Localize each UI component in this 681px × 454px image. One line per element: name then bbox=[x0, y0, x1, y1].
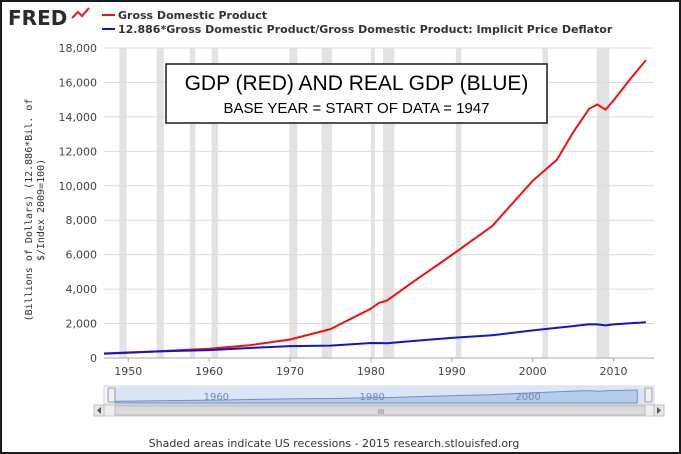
navigator-left-handle[interactable] bbox=[107, 387, 116, 403]
recession-band bbox=[455, 48, 462, 358]
y-tick-label: 8,000 bbox=[66, 214, 98, 227]
x-tick-label: 2010 bbox=[600, 365, 628, 378]
chevron-right-icon bbox=[657, 407, 661, 414]
recession-bands bbox=[119, 48, 610, 358]
annotation-box: GDP (RED) AND REAL GDP (BLUE) BASE YEAR … bbox=[165, 63, 548, 124]
x-tick-label: 1970 bbox=[276, 365, 304, 378]
navigator-label: 1960 bbox=[204, 392, 229, 403]
recession-band bbox=[383, 48, 395, 358]
annotation-title: GDP (RED) AND REAL GDP (BLUE) bbox=[185, 72, 529, 95]
recession-band bbox=[289, 48, 298, 358]
y-tick-label: 10,000 bbox=[59, 180, 98, 193]
y-tick-labels: 0 2,000 4,000 6,000 8,000 10,000 12,000 14,000 1… bbox=[59, 42, 98, 365]
x-tick-label: 1950 bbox=[114, 365, 142, 378]
y-tick-label: 16,000 bbox=[59, 76, 98, 89]
footer-note: Shaded areas indicate US recessions - 20… bbox=[149, 437, 520, 450]
navigator-scrollbar-thumb[interactable] bbox=[114, 405, 646, 416]
y-axis-label-line-1: (Billions of Dollars) (12.886*Bil. of bbox=[24, 99, 35, 322]
range-navigator[interactable]: 1960 1980 2000 III bbox=[93, 385, 665, 417]
annotation-frame bbox=[165, 63, 548, 124]
recession-band bbox=[596, 48, 610, 358]
y-tick-label: 4,000 bbox=[66, 283, 98, 296]
recession-band bbox=[211, 48, 219, 358]
navigator-right-handle[interactable] bbox=[644, 387, 653, 403]
series-lines bbox=[103, 59, 647, 355]
y-tick-label: 2,000 bbox=[66, 318, 98, 331]
navigator-scrollbar-grip: III bbox=[378, 408, 384, 416]
fred-logo-chart-icon bbox=[71, 7, 90, 19]
x-tick-label: 2000 bbox=[519, 365, 547, 378]
legend-label-gdp: Gross Domestic Product bbox=[118, 9, 267, 22]
recession-band bbox=[370, 48, 375, 358]
navigator-labels: 1960 1980 2000 bbox=[204, 392, 541, 403]
x-tick-label: 1960 bbox=[195, 365, 223, 378]
recession-band bbox=[321, 48, 333, 358]
legend-label-real-gdp: 12.886*Gross Domestic Product/Gross Dome… bbox=[118, 23, 613, 36]
y-tick-label: 6,000 bbox=[66, 249, 98, 262]
y-axis-label: (Billions of Dollars) (12.886*Bil. of $/… bbox=[24, 99, 47, 322]
legend: Gross Domestic Product 12.886*Gross Dome… bbox=[102, 9, 613, 36]
x-tick-label: 1990 bbox=[438, 365, 466, 378]
y-axis-label-line-2: $/Index 2009=100) bbox=[36, 159, 47, 261]
y-tick-label: 0 bbox=[90, 352, 97, 365]
recession-band bbox=[119, 48, 127, 358]
chevron-left-icon bbox=[97, 407, 101, 414]
x-tick-label: 1980 bbox=[357, 365, 385, 378]
y-tick-label: 18,000 bbox=[59, 42, 98, 55]
series-line-gdp bbox=[103, 59, 647, 355]
navigator-label: 1980 bbox=[359, 392, 384, 403]
y-tick-label: 14,000 bbox=[59, 111, 98, 124]
recession-band bbox=[542, 48, 549, 358]
fred-logo-text: FRED bbox=[8, 6, 67, 30]
navigator-label: 2000 bbox=[515, 392, 540, 403]
y-tick-label: 12,000 bbox=[59, 145, 98, 158]
series-line-real-gdp bbox=[103, 321, 646, 355]
navigator-area bbox=[114, 389, 638, 404]
recession-band bbox=[156, 48, 164, 358]
x-tick-labels: 1950 1960 1970 1980 1990 2000 2010 bbox=[114, 358, 628, 378]
fred-logo: FRED bbox=[8, 6, 90, 30]
recession-band bbox=[189, 48, 196, 358]
annotation-subtitle: BASE YEAR = START OF DATA = 1947 bbox=[224, 100, 490, 117]
